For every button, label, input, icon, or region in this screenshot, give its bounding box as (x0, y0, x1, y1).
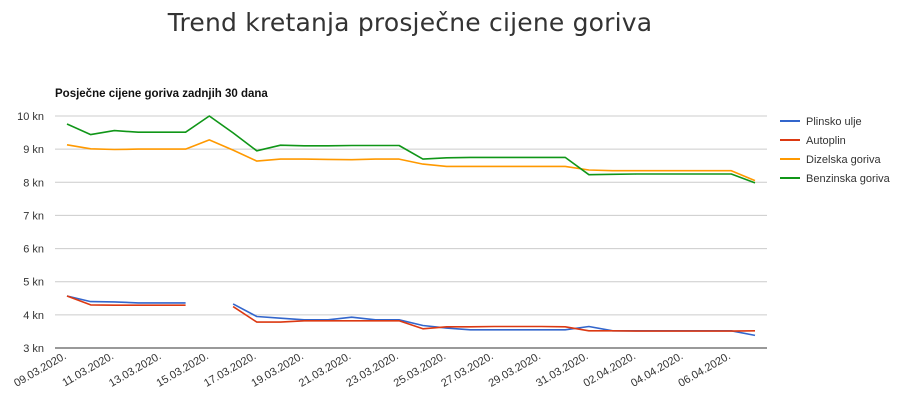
x-tick-label: 25.03.2020. (392, 350, 448, 389)
x-tick-label: 02.04.2020. (582, 350, 638, 389)
legend: Plinsko ulje Autoplin Dizelska goriva Benzi… (780, 116, 891, 185)
x-tick-label: 15.03.2020. (155, 350, 211, 389)
x-tick-label: 17.03.2020. (202, 350, 258, 389)
legend-label: Dizelska goriva (806, 154, 881, 166)
series-line (66, 139, 756, 182)
y-tick-label: 6 kn (23, 244, 44, 256)
grid-layer (55, 115, 767, 349)
x-tick-label: 31.03.2020. (534, 350, 590, 389)
x-axis-ticks: 09.03.2020.11.03.2020.13.03.2020.15.03.2… (12, 350, 733, 389)
x-tick-label: 21.03.2020. (297, 350, 353, 389)
x-tick-label: 23.03.2020. (344, 350, 400, 389)
series-line (66, 295, 186, 307)
x-tick-label: 09.03.2020. (12, 350, 68, 389)
series-line (66, 295, 186, 304)
legend-label: Plinsko ulje (806, 116, 862, 128)
series-line (232, 305, 756, 332)
series-layer (66, 115, 756, 337)
legend-label: Benzinska goriva (806, 173, 891, 185)
x-tick-label: 27.03.2020. (439, 350, 495, 389)
y-tick-label: 9 kn (23, 144, 44, 156)
y-tick-label: 4 kn (23, 310, 44, 322)
x-tick-label: 13.03.2020. (107, 350, 163, 389)
chart-title: Posječne cijene goriva zadnjih 30 dana (55, 88, 268, 100)
x-tick-label: 11.03.2020. (60, 350, 116, 389)
y-tick-label: 10 kn (17, 111, 44, 123)
series-line (66, 115, 756, 184)
y-tick-label: 7 kn (23, 210, 44, 222)
x-tick-label: 06.04.2020. (676, 350, 732, 389)
y-axis-ticks: 3 kn 4 kn 5 kn 6 kn 7 kn 8 kn 9 kn 10 kn (17, 111, 44, 355)
x-tick-label: 19.03.2020. (249, 350, 305, 389)
y-tick-label: 8 kn (23, 177, 44, 189)
y-tick-label: 5 kn (23, 277, 44, 289)
y-tick-label: 3 kn (23, 343, 44, 355)
x-tick-label: 29.03.2020. (487, 350, 543, 389)
page-title: Trend kretanja prosječne cijene goriva (167, 8, 653, 37)
legend-label: Autoplin (806, 135, 846, 147)
x-tick-label: 04.04.2020. (629, 350, 685, 389)
